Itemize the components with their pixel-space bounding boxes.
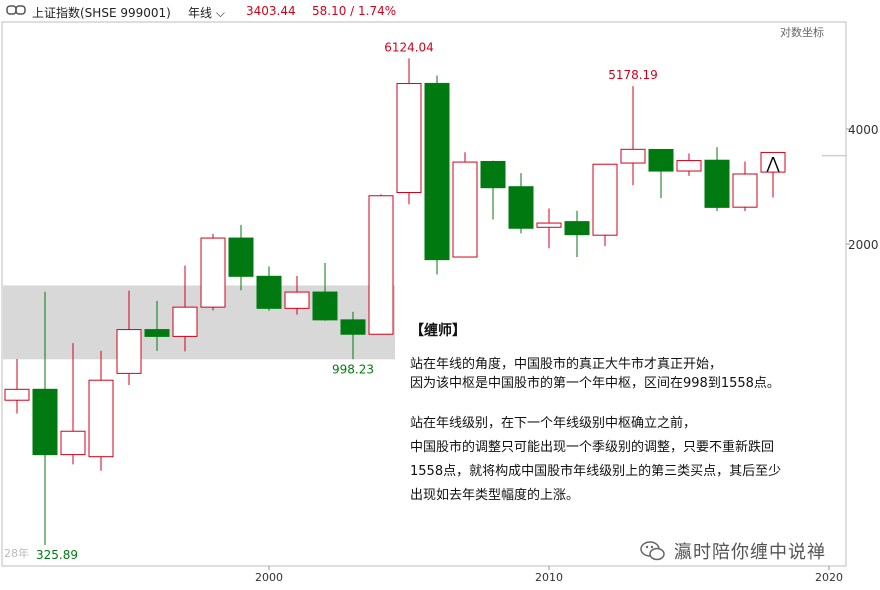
price-annotation: 5178.19 bbox=[608, 68, 658, 82]
price-annotation: 6124.04 bbox=[384, 40, 434, 54]
commentary-line: 1558点，就将构成中国股市年线级别上的第三类买点，其后至少 bbox=[410, 464, 782, 479]
commentary-line: 因为该中枢是中国股市的第一个年中枢，区间在998到1558点。 bbox=[410, 376, 780, 391]
candle-body bbox=[732, 173, 758, 208]
candle-body bbox=[620, 148, 646, 164]
candle-body bbox=[592, 163, 618, 236]
last-price: 3403.44 bbox=[246, 4, 296, 18]
candle-body bbox=[228, 237, 254, 277]
period-selector[interactable]: 年线 ⌵ bbox=[188, 4, 225, 21]
period-label: 年线 bbox=[188, 6, 213, 20]
plot-frame bbox=[1, 21, 847, 567]
commentary-line: 站在年线的角度，中国股市的真正大牛市才真正开始， bbox=[410, 357, 723, 372]
candle-body bbox=[452, 161, 478, 258]
commentary-line: 站在年线级别，在下一个年线级别中枢确立之前， bbox=[410, 416, 697, 431]
x-tick-label: 2020 bbox=[815, 571, 843, 584]
candle-body bbox=[312, 291, 338, 321]
candle-body bbox=[508, 186, 534, 229]
candle-body bbox=[536, 222, 562, 228]
candle-body bbox=[172, 306, 198, 337]
candle-body bbox=[60, 430, 86, 456]
candle-body bbox=[396, 83, 422, 193]
candle-body bbox=[368, 195, 394, 335]
candle-body bbox=[144, 329, 170, 337]
candle-body bbox=[704, 159, 730, 208]
candle-body bbox=[480, 160, 506, 189]
wechat-icon bbox=[640, 541, 665, 561]
x-tick-label: 2010 bbox=[535, 571, 563, 584]
y-tick-label: 4000 bbox=[848, 123, 879, 137]
candle-body bbox=[4, 388, 30, 401]
y-tick-label: 2000 bbox=[848, 238, 879, 252]
x-tick-label: 2000 bbox=[255, 571, 283, 584]
commentary-box: 【缠师】 站在年线的角度，中国股市的真正大牛市才真正开始， 因为该中枢是中国股市… bbox=[410, 322, 850, 508]
candle-body bbox=[564, 221, 590, 236]
watermark-text: 瀛时陪你缠中说禅 bbox=[674, 542, 826, 563]
candle-body bbox=[760, 151, 786, 173]
price-annotation: 325.89 bbox=[36, 548, 78, 562]
link-icon[interactable] bbox=[6, 3, 26, 17]
candle-body bbox=[284, 291, 310, 309]
log-scale-button[interactable]: 对数坐标 bbox=[780, 26, 824, 39]
cursor-arrow-icon: ⋀ bbox=[765, 153, 780, 172]
commentary-line: 中国股市的调整只可能出现一个季级别的调整，只要不重新跌回 bbox=[410, 440, 775, 455]
commentary-title: 【缠师】 bbox=[410, 323, 466, 339]
candle-body bbox=[424, 82, 450, 261]
symbol-name: 上证指数(SHSE 999001) bbox=[32, 6, 171, 20]
price-annotation: 998.23 bbox=[332, 362, 374, 376]
chevron-down-icon: ⌵ bbox=[212, 6, 225, 20]
watermark: 瀛时陪你缠中说禅 bbox=[640, 538, 826, 564]
candle-body bbox=[256, 275, 282, 309]
commentary-line: 出现如去年类型幅度的上涨。 bbox=[410, 488, 580, 503]
candle-body bbox=[676, 160, 702, 172]
candle-body bbox=[340, 319, 366, 335]
candle-body bbox=[88, 379, 114, 458]
candle-body bbox=[32, 388, 58, 456]
top-bar: 上证指数(SHSE 999001) 年线 ⌵ 3403.44 58.10 / 1… bbox=[0, 0, 880, 22]
bottom-left-label: 28年 bbox=[4, 546, 29, 560]
candle-body bbox=[200, 237, 226, 308]
candle-body bbox=[116, 329, 142, 374]
price-change: 58.10 / 1.74% bbox=[312, 4, 397, 18]
candle-body bbox=[648, 148, 674, 172]
